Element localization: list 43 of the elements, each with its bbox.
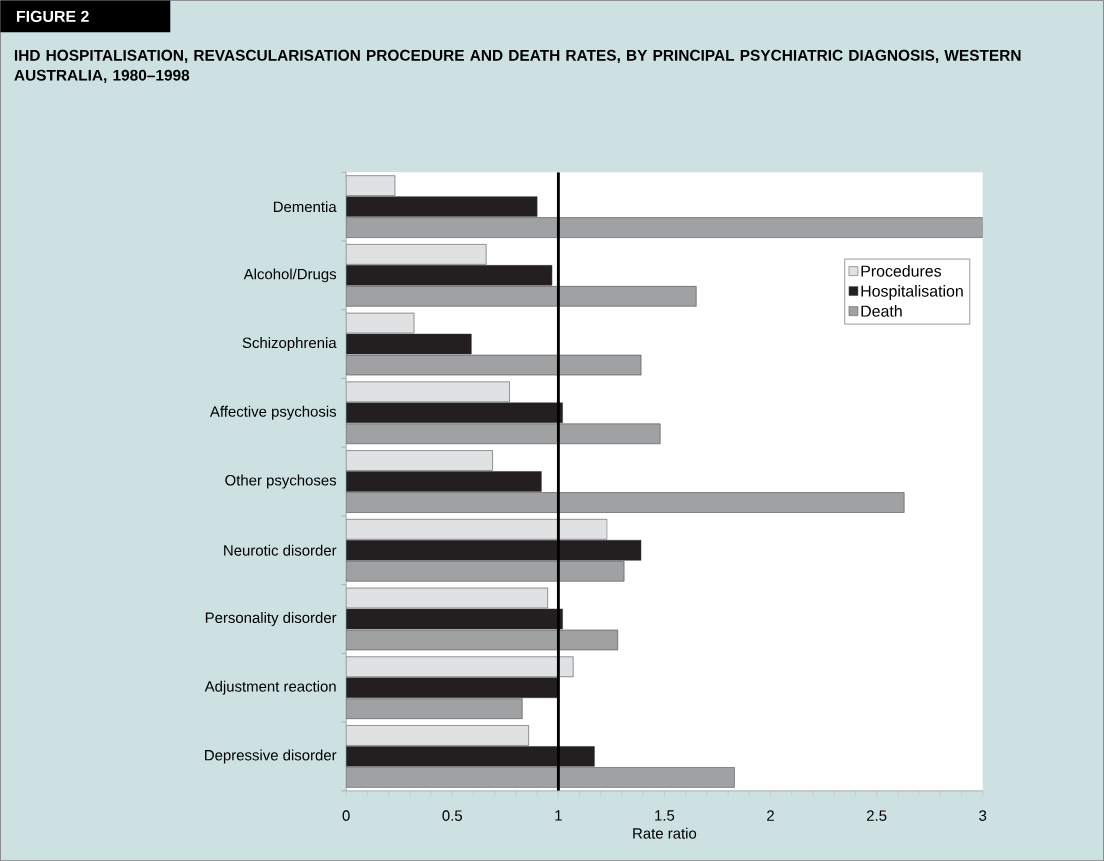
bar [346,381,510,402]
bar [346,767,735,788]
bar [346,492,905,513]
x-tick-label: 0 [342,810,350,821]
bar [346,725,529,746]
bar [346,244,487,265]
x-axis-title: Rate ratio [633,827,697,839]
bar [346,746,595,767]
legend-label: Procedures [861,264,942,277]
legend-label: Hospitalisation [861,284,963,300]
bar [346,471,542,492]
bar [346,286,697,307]
bar [346,677,559,698]
x-tick-label: 1 [555,810,562,821]
bar [346,175,396,196]
caption: FIGURE 2 [16,10,89,22]
x-tick-label: 1.5 [655,810,675,821]
bar [346,450,493,471]
x-tick-label: 0.5 [442,810,462,821]
x-tick-label: 3 [979,810,987,821]
x-tick-label: 2.5 [866,810,887,821]
y-tick-label: Affective psychosis [209,405,337,420]
y-tick-label: Depressive disorder [205,749,337,764]
chart-title: IHD HOSPITALISATION, REVASCULARISATION PROCEDURE AND DEATH RATES, BY PRINCIPAL PSYCHIATRIC DIAGNOSIS, WESTERN AUSTRALIA, 1980–1998 [14,49,1021,83]
y-tick-label: Personality disorder [205,611,337,626]
legend-label: Death [861,305,902,317]
bar [346,265,553,286]
bar [346,656,574,677]
bar [346,560,625,582]
y-tick-label: Dementia [273,201,337,213]
bar [346,423,661,444]
y-tick-label: Other psychoses [225,474,337,489]
bar [346,539,642,561]
bar [346,402,563,423]
y-tick-label: Schizophrenia [242,337,337,351]
bar [346,518,608,540]
y-tick-label: Alcohol/Drugs [243,268,337,283]
bar [346,217,983,238]
y-tick-label: Neurotic disorder [224,544,337,556]
bar [346,196,538,217]
x-tick-label: 2 [767,810,774,821]
bar [346,698,523,719]
y-tick-label: Adjustment reaction [204,680,336,695]
